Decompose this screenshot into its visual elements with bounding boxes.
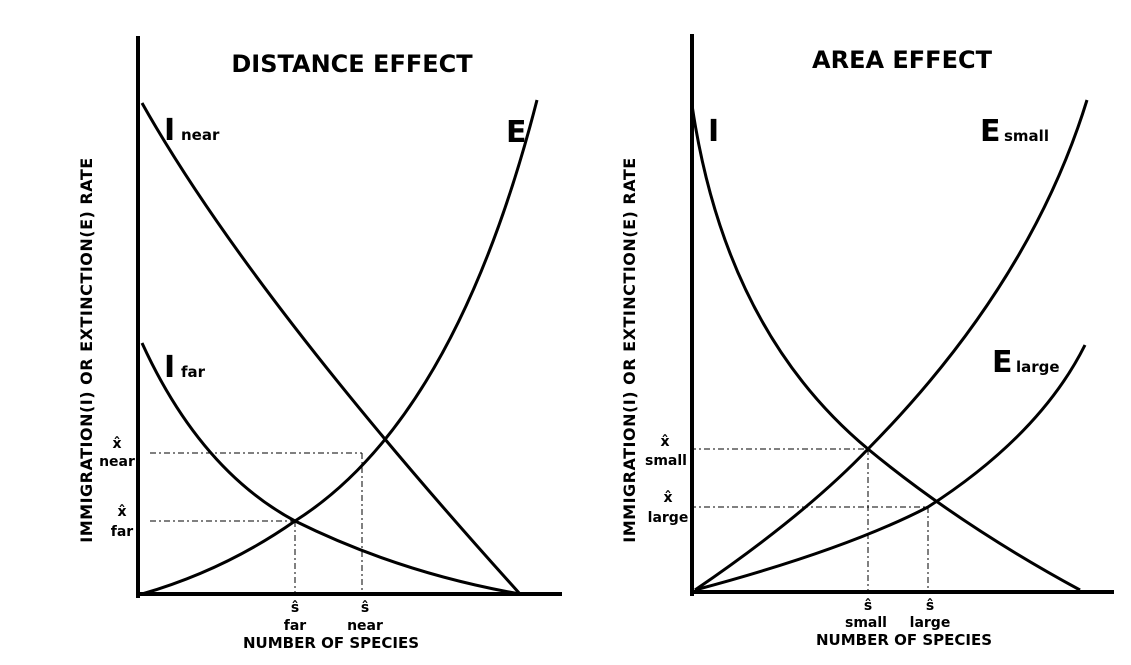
area-y-axis-label: IMMIGRATION(I) OR EXTINCTION(E) RATE: [620, 157, 639, 542]
distance-e-curve: [141, 99, 539, 596]
distance-y-far-label: far: [111, 524, 134, 540]
distance-effect-panel: DISTANCE EFFECT IMMIGRATION(I) OR EXTINC…: [77, 36, 562, 652]
area-e-small-curve: [694, 99, 1089, 592]
distance-y-near-hat: x̂: [112, 436, 121, 452]
area-y-small-label: small: [645, 453, 687, 469]
area-y-large-label: large: [648, 510, 689, 526]
area-effect-panel: AREA EFFECT IMMIGRATION(I) OR EXTINCTION…: [620, 34, 1114, 649]
distance-x-near-hat: ŝ: [361, 600, 369, 616]
distance-x-far-label: far: [284, 618, 307, 634]
distance-x-near-label: near: [347, 618, 383, 634]
distance-x-axis-label: NUMBER OF SPECIES: [243, 634, 419, 652]
distance-e-label: E: [506, 115, 527, 150]
area-panel-title: AREA EFFECT: [812, 46, 993, 74]
distance-y-far-hat: x̂: [117, 504, 126, 520]
distance-x-far-hat: ŝ: [291, 600, 299, 616]
area-y-small-hat: x̂: [660, 434, 669, 450]
distance-y-near-label: near: [99, 454, 135, 470]
area-e-large-curve: [694, 344, 1087, 592]
area-i-label: I: [708, 114, 719, 149]
area-x-large-label: large: [910, 615, 951, 631]
area-x-small-hat: ŝ: [864, 598, 872, 614]
distance-y-axis-label: IMMIGRATION(I) OR EXTINCTION(E) RATE: [77, 157, 96, 542]
distance-panel-title: DISTANCE EFFECT: [231, 50, 473, 78]
area-y-large-hat: x̂: [663, 490, 672, 506]
area-x-axis-label: NUMBER OF SPECIES: [816, 631, 992, 649]
distance-i-near-curve: [140, 102, 522, 596]
area-x-small-label: small: [845, 615, 887, 631]
area-x-large-hat: ŝ: [926, 598, 934, 614]
area-i-curve: [690, 104, 1081, 592]
